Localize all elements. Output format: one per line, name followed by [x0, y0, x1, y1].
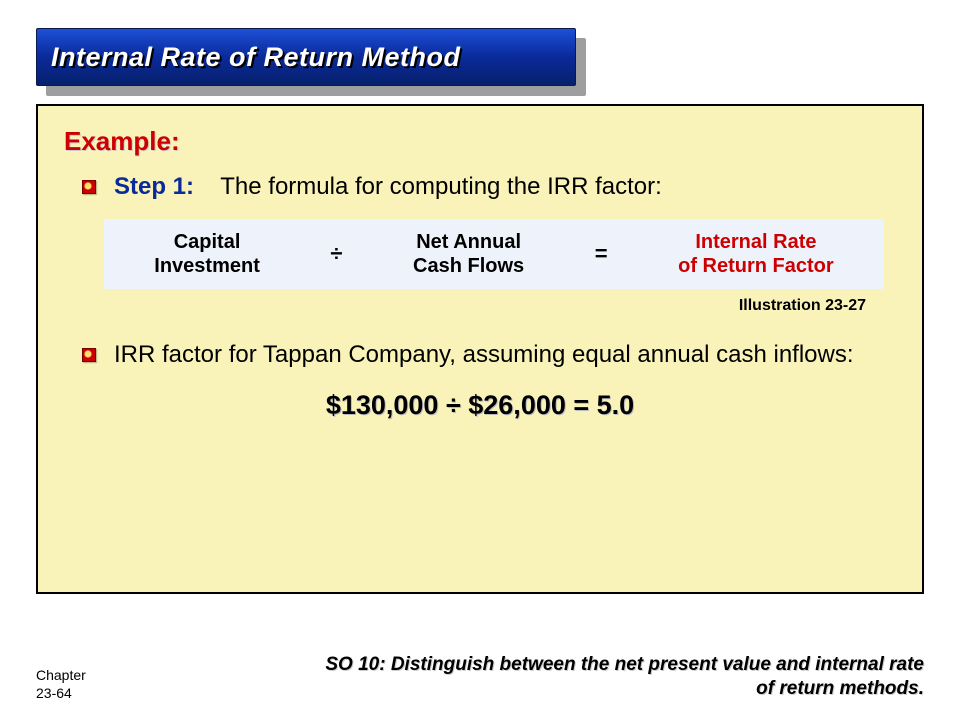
formula-left-l2: Investment — [154, 254, 260, 278]
chapter-line2: 23-64 — [36, 685, 86, 703]
step2-text: IRR factor for Tappan Company, assuming … — [114, 339, 854, 371]
formula-right: Internal Rate of Return Factor — [678, 230, 834, 278]
content-box: Example: Step 1: The formula for computi… — [36, 104, 924, 594]
slide-title: Internal Rate of Return Method — [51, 42, 461, 73]
bullet-icon — [82, 180, 96, 194]
title-bar: Internal Rate of Return Method — [36, 28, 576, 86]
title-wrap: Internal Rate of Return Method — [36, 28, 924, 86]
bullet-icon — [82, 348, 96, 362]
formula-left-l1: Capital — [154, 230, 260, 254]
bullet-row-2: IRR factor for Tappan Company, assuming … — [82, 339, 896, 371]
chapter-line1: Chapter — [36, 667, 86, 685]
formula-right-l1: Internal Rate — [678, 230, 834, 254]
step1-label: Step 1: — [114, 173, 194, 200]
so-text: SO 10: Distinguish between the net prese… — [304, 653, 924, 702]
formula-op-equals: = — [585, 241, 618, 267]
illustration-label: Illustration 23-27 — [64, 297, 866, 315]
formula-mid: Net Annual Cash Flows — [413, 230, 524, 278]
formula-left: Capital Investment — [154, 230, 260, 278]
formula-mid-l2: Cash Flows — [413, 254, 524, 278]
slide: Internal Rate of Return Method Example: … — [0, 0, 960, 720]
calculation-line: $130,000 ÷ $26,000 = 5.0 — [64, 390, 896, 421]
formula-right-l2: of Return Factor — [678, 254, 834, 278]
bullet-row-1: Step 1: The formula for computing the IR… — [82, 171, 896, 203]
step1-text: Step 1: The formula for computing the IR… — [114, 171, 662, 203]
formula-strip: Capital Investment ÷ Net Annual Cash Flo… — [104, 219, 884, 289]
chapter-ref: Chapter 23-64 — [36, 667, 86, 702]
step1-body: The formula for computing the IRR factor… — [220, 173, 662, 200]
formula-op-divide: ÷ — [320, 241, 352, 267]
footer: Chapter 23-64 SO 10: Distinguish between… — [36, 653, 924, 702]
formula-mid-l1: Net Annual — [413, 230, 524, 254]
example-label: Example: — [64, 126, 896, 157]
example-label-text: Example: — [64, 126, 180, 156]
